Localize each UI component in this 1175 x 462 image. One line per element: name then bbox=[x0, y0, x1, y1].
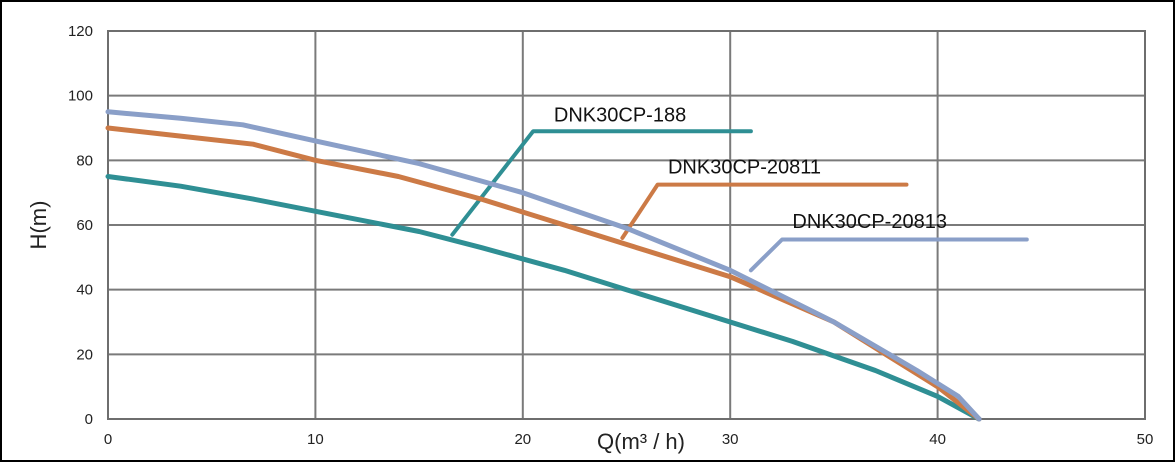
x-tick-label: 30 bbox=[722, 431, 739, 448]
y-tick-label: 60 bbox=[76, 217, 93, 234]
series-line bbox=[105, 174, 982, 422]
y-tick-label: 120 bbox=[68, 23, 93, 40]
x-tick-label: 0 bbox=[104, 431, 112, 448]
y-tick-label: 100 bbox=[68, 88, 93, 105]
y-tick-label: 0 bbox=[85, 411, 93, 428]
x-tick-label: 20 bbox=[514, 431, 531, 448]
series-label: DNK30CP-20811 bbox=[668, 156, 821, 178]
series-2: DNK30CP-20811 bbox=[105, 125, 982, 422]
x-tick-label: 40 bbox=[929, 431, 946, 448]
x-tick-labels: 0 10 20 30 40 50 bbox=[104, 431, 1154, 448]
series-label: DNK30CP-188 bbox=[554, 105, 686, 127]
series-label: DNK30CP-20813 bbox=[792, 211, 947, 233]
y-tick-label: 80 bbox=[76, 152, 93, 169]
x-tick-label: 10 bbox=[307, 431, 324, 448]
series-1: DNK30CP-188 bbox=[105, 105, 982, 422]
series-3: DNK30CP-20813 bbox=[105, 109, 1029, 422]
y-tick-label: 20 bbox=[76, 346, 93, 363]
plot-frame bbox=[107, 30, 1146, 420]
series-group: DNK30CP-188 DNK30CP-20811 DNK30CP-20813 bbox=[105, 105, 1029, 422]
x-tick-label: 50 bbox=[1137, 431, 1154, 448]
x-axis-title: Q(m³ / h) bbox=[597, 429, 685, 454]
grid bbox=[107, 30, 1146, 420]
series-line bbox=[105, 109, 982, 422]
series-label-leader bbox=[620, 182, 909, 240]
y-tick-labels: 0 20 40 60 80 100 120 bbox=[68, 23, 93, 428]
y-tick-label: 40 bbox=[76, 282, 93, 299]
y-axis-title: H(m) bbox=[26, 201, 51, 250]
series-label-leader bbox=[748, 237, 1029, 273]
series-line bbox=[105, 125, 982, 422]
